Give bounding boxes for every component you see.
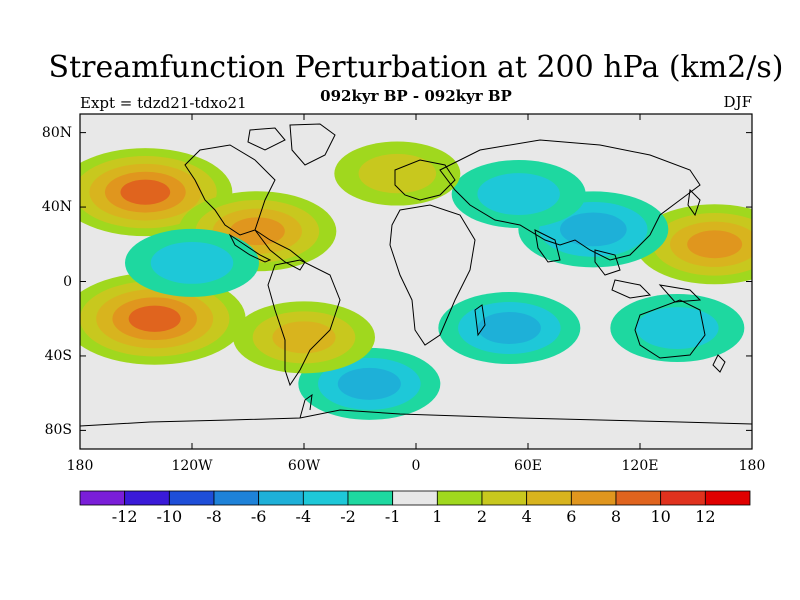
- anomaly-indian-ocean-low: [438, 292, 581, 365]
- colorbar-box: [213, 490, 260, 506]
- lat-label: 80S: [44, 422, 72, 439]
- lat-label: 40N: [41, 199, 72, 216]
- anomaly-eurasian-low: [451, 160, 586, 229]
- contour-level: [560, 212, 627, 247]
- experiment-label: Expt = tdzd21-tdxo21: [80, 94, 247, 112]
- colorbar-box: [615, 490, 662, 506]
- colorbar-label: 6: [566, 507, 577, 526]
- lon-label: 180: [738, 458, 766, 474]
- contour-level: [358, 153, 437, 194]
- anomaly-n-atlantic-high: [334, 141, 461, 206]
- colorbar-box: [168, 490, 215, 506]
- lat-label: 40S: [44, 347, 72, 364]
- contour-level: [120, 179, 171, 205]
- contour-level: [636, 307, 719, 349]
- colorbar-label: -6: [250, 507, 267, 526]
- contour-level: [477, 312, 541, 345]
- lon-label: 0: [411, 458, 421, 474]
- lon-label: 120W: [171, 458, 213, 474]
- colorbar-box: [660, 490, 706, 506]
- colorbar-box: [570, 490, 617, 506]
- anomaly-s-american-high: [233, 301, 375, 374]
- coastlines: [80, 123, 752, 427]
- contour-level: [337, 367, 401, 400]
- plot-subtitle: 092kyr BP - 092kyr BP: [320, 87, 512, 105]
- contour-level: [477, 173, 560, 215]
- colorbar-box: [392, 490, 438, 506]
- contour-level: [128, 305, 181, 332]
- colorbar-label: 2: [476, 507, 488, 526]
- season-label: DJF: [723, 93, 752, 111]
- lon-label: 60E: [513, 458, 543, 474]
- colorbar-label: 8: [610, 507, 622, 526]
- colorbar-label: -1: [384, 507, 401, 526]
- colorbar-label: 4: [521, 507, 532, 526]
- contour-level: [150, 241, 234, 284]
- colorbar-box: [347, 490, 394, 506]
- colorbar-box: [704, 490, 751, 506]
- colorbar-box: [526, 490, 572, 506]
- colorbar-label: -2: [340, 507, 356, 526]
- colorbar-label: -10: [156, 507, 183, 526]
- lon-label: 120E: [621, 458, 659, 474]
- colorbar-box: [436, 490, 483, 506]
- colorbar-label: 10: [650, 507, 671, 526]
- colorbar-label: 1: [432, 507, 443, 526]
- lat-label: 80N: [41, 124, 72, 141]
- colorbar-box: [258, 490, 304, 506]
- anomaly-tropical-pacific-low: [125, 228, 259, 297]
- contour-level: [687, 230, 743, 259]
- colorbar-box: [481, 490, 528, 506]
- colorbar-label: -8: [206, 507, 222, 526]
- lon-label: 180: [66, 458, 94, 474]
- lon-label: 60W: [287, 458, 321, 474]
- colorbar-box: [79, 490, 126, 506]
- colorbar-label: -4: [295, 507, 312, 526]
- plot-title: Streamfunction Perturbation at 200 hPa (…: [48, 50, 784, 85]
- anomaly-australian-low: [610, 294, 745, 363]
- colorbar-label: 12: [695, 507, 716, 526]
- colorbar-box: [302, 490, 349, 506]
- colorbar-label: -12: [111, 507, 138, 526]
- contour-level: [272, 321, 336, 354]
- colorbar-box: [124, 490, 170, 506]
- lat-label: 0: [63, 273, 72, 290]
